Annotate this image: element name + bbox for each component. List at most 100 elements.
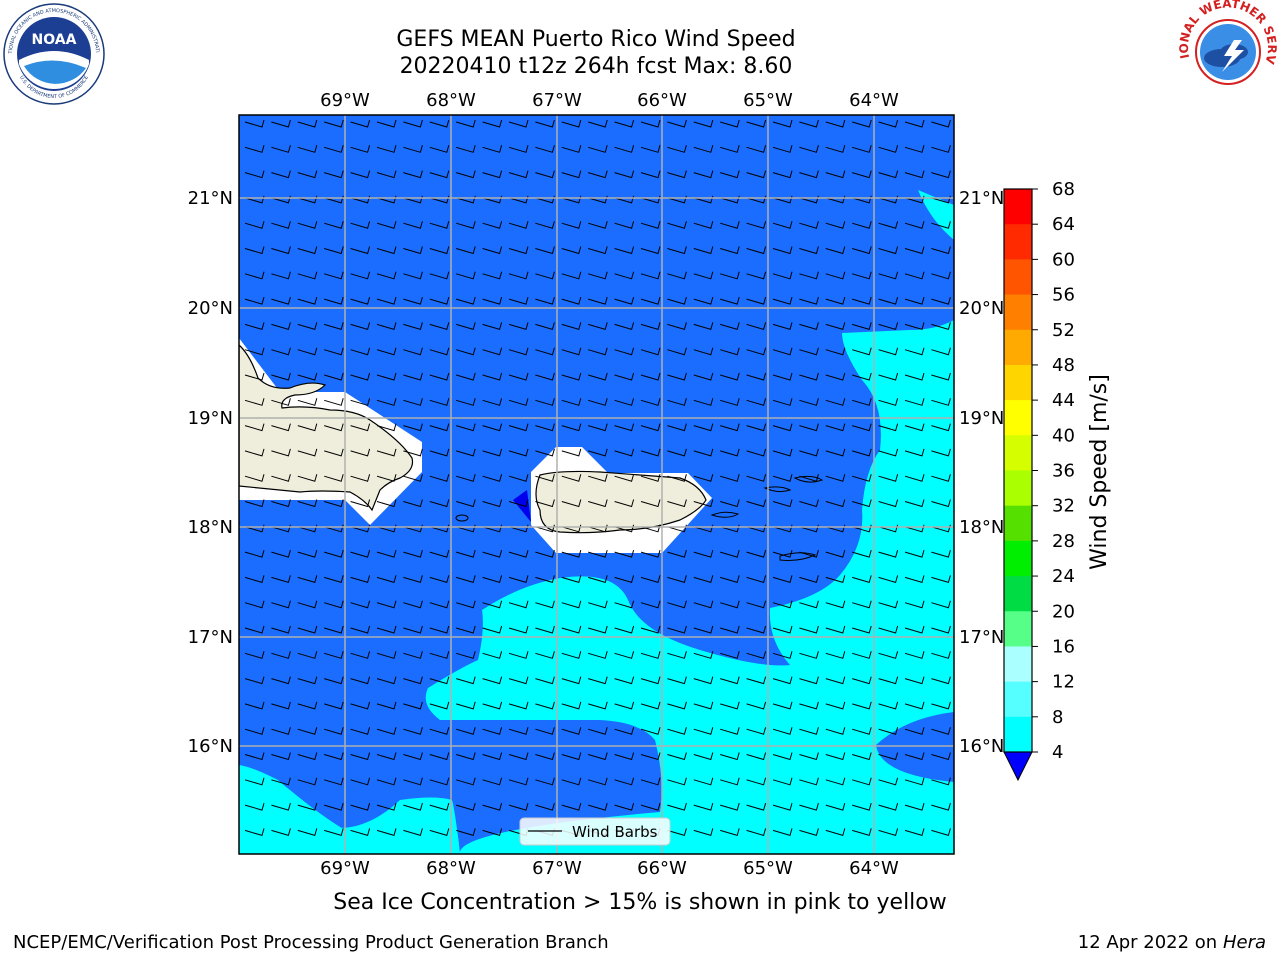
colorbar-cell — [1004, 681, 1032, 718]
wind-barb — [324, 777, 344, 786]
wind-barb — [614, 752, 635, 761]
wind-barb — [535, 474, 555, 482]
wind-barb — [456, 625, 476, 634]
wind-barb — [746, 221, 767, 229]
wind-barb — [561, 701, 582, 710]
wind-barb — [640, 701, 661, 710]
wind-barb — [376, 246, 397, 255]
wind-barb — [772, 347, 793, 356]
wind-barb — [376, 448, 397, 457]
wind-barb — [746, 701, 767, 710]
wind-barb — [350, 170, 371, 179]
wind-barb — [667, 423, 687, 432]
colorbar-tick-label: 24 — [1052, 566, 1075, 587]
wind-barb — [376, 625, 397, 634]
wind-barb — [640, 777, 661, 786]
wind-barb — [350, 575, 371, 584]
wind-barb — [561, 727, 582, 735]
wind-barb — [720, 600, 740, 609]
colorbar-tick-label: 20 — [1052, 601, 1075, 622]
wind-barb — [561, 145, 582, 153]
wind-barb — [614, 727, 635, 735]
wind-barb — [720, 423, 740, 432]
wind-barb — [720, 170, 740, 179]
wind-barb — [746, 651, 767, 659]
wind-barb — [825, 802, 846, 811]
wind-barb — [456, 246, 476, 255]
wind-barb — [904, 347, 925, 356]
wind-barb — [376, 701, 397, 710]
wind-barb — [931, 701, 951, 710]
wind-barb — [614, 145, 635, 153]
wind-barb — [772, 727, 793, 735]
wind-barb — [667, 575, 687, 584]
wind-barb — [878, 701, 899, 710]
wind-barb — [825, 119, 846, 128]
wind-barb — [772, 322, 793, 331]
wind-barb — [429, 271, 450, 280]
wind-barb — [350, 423, 371, 432]
wind-barb — [403, 499, 423, 508]
wind-barb — [640, 676, 661, 685]
wind-barb — [878, 221, 899, 229]
wind-barb — [297, 372, 318, 381]
wind-barb — [931, 499, 951, 508]
wind-barb — [508, 347, 529, 356]
wind-barb — [324, 802, 344, 811]
wind-barb — [429, 575, 450, 584]
wind-barb — [693, 271, 714, 280]
lon-label-top: 65°W — [743, 90, 793, 111]
wind-barb — [376, 676, 397, 685]
wind-barb — [588, 575, 608, 584]
wind-barb — [746, 322, 767, 331]
wind-barb — [931, 119, 951, 128]
wind-barb — [588, 170, 608, 179]
wind-barb — [244, 145, 265, 153]
wind-barb — [720, 499, 740, 508]
wind-barb — [746, 549, 767, 558]
colorbar-tick-label: 56 — [1052, 285, 1075, 306]
wind-barb — [614, 296, 635, 305]
wind-barb — [297, 625, 318, 634]
map-subtitle: 20220410 t12z 264h fcst Max: 8.60 — [399, 54, 793, 79]
wind-barb — [535, 727, 555, 735]
wind-barb — [271, 752, 291, 761]
wind-barb — [878, 727, 899, 735]
wind-barb — [244, 322, 265, 331]
wind-barb — [904, 322, 925, 331]
wind-barb — [508, 119, 529, 128]
wind-barb — [561, 752, 582, 761]
wind-barb — [561, 448, 582, 457]
wind-barb — [244, 119, 265, 128]
wind-barb — [720, 474, 740, 482]
wind-barb — [508, 271, 529, 280]
wind-barb — [904, 701, 925, 710]
wind-barb — [825, 271, 846, 280]
wind-barb — [852, 398, 872, 406]
wind-barb — [456, 322, 476, 331]
colorbar-under-arrow — [1003, 751, 1033, 782]
wind-barb — [350, 777, 371, 786]
wind-barb — [244, 651, 265, 659]
wind-barb — [904, 474, 925, 482]
wind-barb — [904, 676, 925, 685]
wind-barb — [244, 777, 265, 786]
wind-barb — [720, 676, 740, 685]
wind-barb — [746, 423, 767, 432]
wind-barb — [297, 221, 318, 229]
wind-barb — [482, 777, 503, 786]
wind-barb — [878, 651, 899, 659]
wind-barb — [508, 600, 529, 609]
wind-barb — [693, 119, 714, 128]
wind-barb — [403, 474, 423, 482]
wind-barb — [535, 170, 555, 179]
wind-barb — [403, 752, 423, 761]
wind-barb — [667, 701, 687, 710]
wind-barb — [614, 474, 635, 482]
wind-barb — [482, 549, 503, 558]
wind-barb — [561, 271, 582, 280]
wind-barb — [588, 347, 608, 356]
wind-barb — [244, 448, 265, 457]
wind-barb — [297, 828, 318, 837]
wind-barb — [482, 221, 503, 229]
